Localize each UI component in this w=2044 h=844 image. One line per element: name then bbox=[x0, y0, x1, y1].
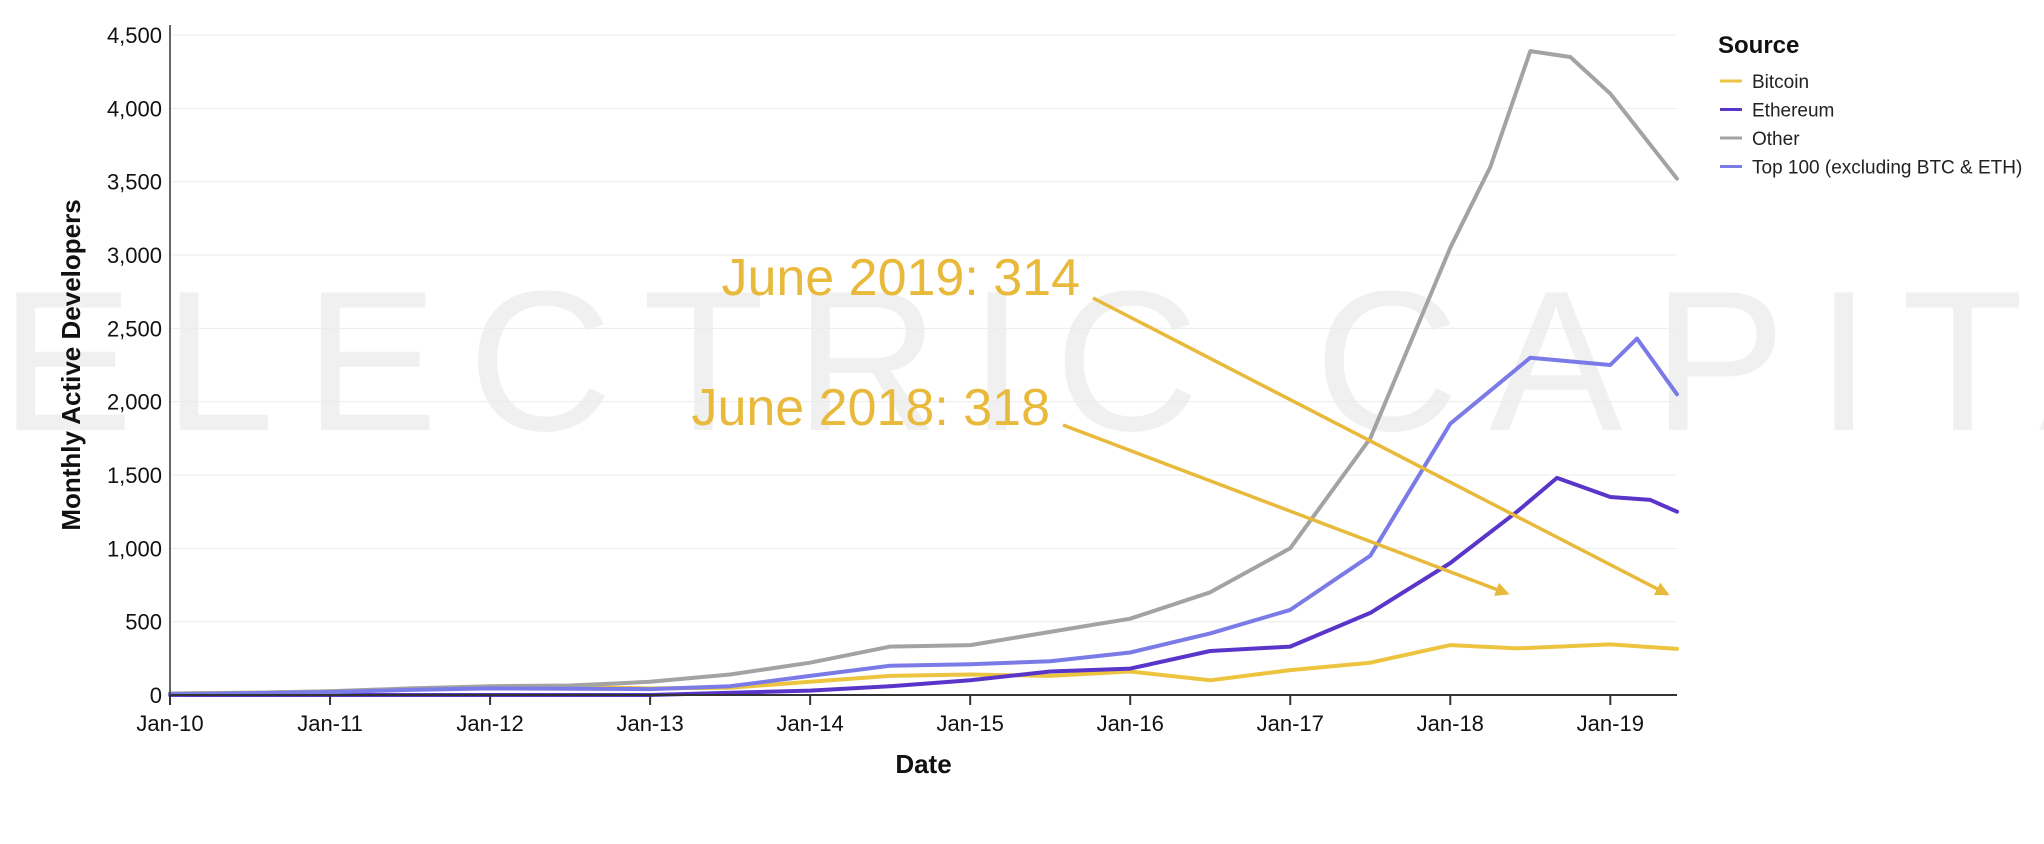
y-tick-label: 0 bbox=[150, 683, 162, 708]
y-tick-label: 2,500 bbox=[107, 316, 162, 341]
y-tick-label: 500 bbox=[125, 610, 162, 635]
x-tick-label: Jan-18 bbox=[1417, 711, 1484, 736]
x-axis-title: Date bbox=[895, 749, 951, 779]
watermark-text: ELECTRIC CAPITAL bbox=[0, 250, 2044, 473]
x-tick-label: Jan-17 bbox=[1257, 711, 1324, 736]
legend-label: Ethereum bbox=[1752, 101, 1834, 122]
x-tick-label: Jan-12 bbox=[456, 711, 523, 736]
x-tick-label: Jan-15 bbox=[937, 711, 1004, 736]
series-line-ethereum bbox=[168, 475, 1679, 697]
annotation-label: June 2019: 314 bbox=[721, 249, 1080, 307]
x-tick-label: Jan-13 bbox=[616, 711, 683, 736]
legend-label: Other bbox=[1752, 129, 1800, 150]
y-tick-label: 2,000 bbox=[107, 390, 162, 415]
y-tick-label: 4,500 bbox=[107, 23, 162, 48]
series-line-top-100-excluding-btc-eth bbox=[168, 336, 1679, 697]
y-tick-label: 3,000 bbox=[107, 243, 162, 268]
x-tick-label: Jan-14 bbox=[777, 711, 844, 736]
x-tick-label: Jan-11 bbox=[297, 711, 363, 736]
legend-label: Bitcoin bbox=[1752, 72, 1809, 93]
y-tick-label: 3,500 bbox=[107, 170, 162, 195]
y-tick-label: 1,500 bbox=[107, 463, 162, 488]
annotation-label: June 2018: 318 bbox=[691, 379, 1050, 437]
x-tick-label: Jan-16 bbox=[1097, 711, 1164, 736]
y-tick-label: 4,000 bbox=[107, 96, 162, 121]
y-axis-title: Monthly Active Developers bbox=[56, 199, 86, 530]
legend-label: Top 100 (excluding BTC & ETH) bbox=[1752, 158, 2022, 179]
legend-title: Source bbox=[1718, 32, 1799, 59]
y-tick-label: 1,000 bbox=[107, 536, 162, 561]
annotation-arrow bbox=[1092, 296, 1670, 596]
series-line-bitcoin bbox=[168, 642, 1679, 696]
annotation-arrow bbox=[1062, 423, 1510, 596]
x-tick-label: Jan-10 bbox=[136, 711, 203, 736]
x-tick-label: Jan-19 bbox=[1577, 711, 1644, 736]
